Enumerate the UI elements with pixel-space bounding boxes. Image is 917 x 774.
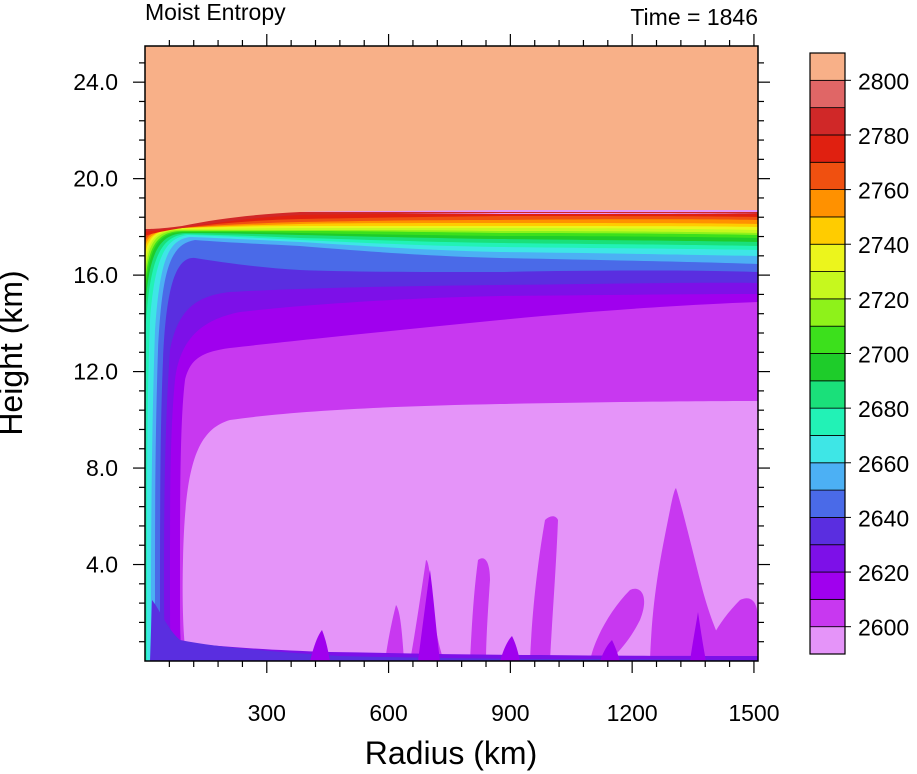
chart-title: Moist Entropy xyxy=(145,0,286,25)
y-tick-label: 16.0 xyxy=(73,262,118,288)
contour-plume xyxy=(470,558,490,661)
contour-boundary-layer-spike xyxy=(418,570,440,661)
colorbar-box xyxy=(809,298,846,327)
colorbar-box xyxy=(809,489,846,518)
x-tick-label: 900 xyxy=(491,700,529,726)
colorbar-label: 2720 xyxy=(858,287,909,313)
colorbar-box xyxy=(809,243,846,272)
x-tick-label: 300 xyxy=(248,700,286,726)
colorbar: 2600 2620 2640 2660 2680 2700 2720 2740 2760 2780… xyxy=(809,52,909,655)
contour-plume xyxy=(700,598,758,661)
colorbar-box xyxy=(809,353,846,382)
contour-boundary-layer-spike xyxy=(600,640,620,661)
y-tick-label: 20.0 xyxy=(73,166,118,192)
colorbar-box xyxy=(809,325,846,354)
x-axis: 300 600 900 1200 1500 xyxy=(168,34,780,726)
time-label: Time = 1846 xyxy=(630,4,758,30)
colorbar-box xyxy=(809,407,846,436)
colorbar-box xyxy=(809,571,846,600)
contour-fill-2700 xyxy=(145,230,758,310)
y-tick-label: 4.0 xyxy=(86,552,118,578)
contour-plot xyxy=(145,46,758,661)
colorbar-box xyxy=(809,626,846,655)
colorbar-box xyxy=(809,216,846,245)
colorbar-label: 2600 xyxy=(858,615,909,641)
colorbar-box xyxy=(809,435,846,464)
y-tick-label: 12.0 xyxy=(73,359,118,385)
colorbar-label: 2700 xyxy=(858,342,909,368)
contour-boundary-layer-spike xyxy=(500,636,520,661)
contour-fill-2710 xyxy=(145,228,758,295)
plot-frame xyxy=(144,45,759,662)
colorbar-box xyxy=(809,517,846,546)
colorbar-label: 2780 xyxy=(858,123,909,149)
colorbar-box xyxy=(809,79,846,109)
contour-boundary-layer-spike xyxy=(310,630,330,661)
contour-plume xyxy=(385,605,404,661)
colorbar-box xyxy=(809,271,846,300)
y-axis: 4.0 8.0 12.0 16.0 20.0 24.0 xyxy=(73,62,770,643)
x-tick-label: 1200 xyxy=(607,700,658,726)
colorbar-box xyxy=(809,380,846,409)
colorbar-label: 2680 xyxy=(858,396,909,422)
y-tick-label: 24.0 xyxy=(73,69,118,95)
colorbar-box xyxy=(809,107,846,136)
colorbar-box xyxy=(809,161,846,190)
contour-plume xyxy=(530,516,558,661)
contour-fill-2640 xyxy=(145,230,758,661)
colorbar-box xyxy=(809,189,846,218)
colorbar-label: 2620 xyxy=(858,560,909,586)
contour-plume xyxy=(590,588,645,661)
contour-fill-2800 xyxy=(145,46,758,229)
contour-boundary-layer xyxy=(150,600,758,661)
colorbar-label: 2660 xyxy=(858,451,909,477)
colorbar-box xyxy=(809,134,846,163)
colorbar-label: 2800 xyxy=(858,68,909,94)
colorbar-box xyxy=(809,598,846,628)
y-tick-label: 8.0 xyxy=(86,455,118,481)
contour-plume xyxy=(650,488,730,661)
x-axis-label: Radius (km) xyxy=(365,735,537,771)
y-axis-label: Height (km) xyxy=(0,270,29,435)
colorbar-box xyxy=(809,462,846,491)
x-tick-label: 600 xyxy=(369,700,407,726)
colorbar-label: 2760 xyxy=(858,178,909,204)
x-tick-label: 1500 xyxy=(728,700,779,726)
colorbar-box xyxy=(809,52,846,81)
contour-boundary-layer-spike xyxy=(690,612,706,661)
contour-fill-2620 xyxy=(145,230,758,661)
colorbar-box xyxy=(809,544,846,573)
colorbar-label: 2640 xyxy=(858,505,909,531)
colorbar-label: 2740 xyxy=(858,232,909,258)
